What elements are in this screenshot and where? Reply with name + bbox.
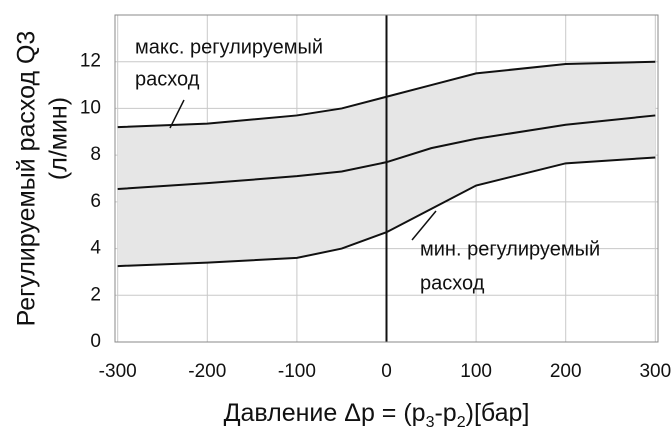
x-tick-label: 300 xyxy=(639,361,671,382)
y-tick-label: 0 xyxy=(90,331,101,352)
annotation: мин. регулируемый xyxy=(420,238,600,260)
annotation: расход xyxy=(135,68,200,90)
leader-line xyxy=(169,99,185,129)
x-axis-label-part: 3 xyxy=(426,414,435,431)
x-axis-label: Давление Δp = (p3-p2)[бар] xyxy=(224,399,530,431)
annotation: макс. регулируемый xyxy=(135,36,323,58)
y-tick-label: 10 xyxy=(80,97,101,118)
marks xyxy=(114,14,659,343)
y-axis-label: Регулируемый расход Q3 xyxy=(13,31,41,327)
x-tick-label: 0 xyxy=(381,361,392,382)
x-tick-label: -300 xyxy=(99,361,137,382)
x-tick-label: -100 xyxy=(278,361,316,382)
x-tick-label: 200 xyxy=(550,361,582,382)
plot-frame xyxy=(114,14,659,343)
y-tick-label: 4 xyxy=(90,238,101,259)
leader-line xyxy=(411,210,437,241)
x-axis-label-part: )[бар] xyxy=(466,399,530,427)
y-tick-label: 2 xyxy=(90,284,101,305)
x-tick-label: -200 xyxy=(188,361,226,382)
y-axis-label: (л/мин) xyxy=(45,97,73,180)
y-tick-label: 12 xyxy=(80,51,101,72)
labels: -300 -200 -100 0 100 200 300 0 2 4 6 8 10 12 макс. рег… xyxy=(13,31,672,431)
y-tick-label: 8 xyxy=(90,144,101,165)
x-axis-label-part: 2 xyxy=(457,414,466,431)
annotation: расход xyxy=(420,272,485,294)
x-axis-label-part: Давление Δp = (p xyxy=(224,399,426,427)
y-tick-label: 6 xyxy=(90,191,101,212)
x-tick-label: 100 xyxy=(460,361,492,382)
x-axis-label-part: -p xyxy=(434,399,456,427)
